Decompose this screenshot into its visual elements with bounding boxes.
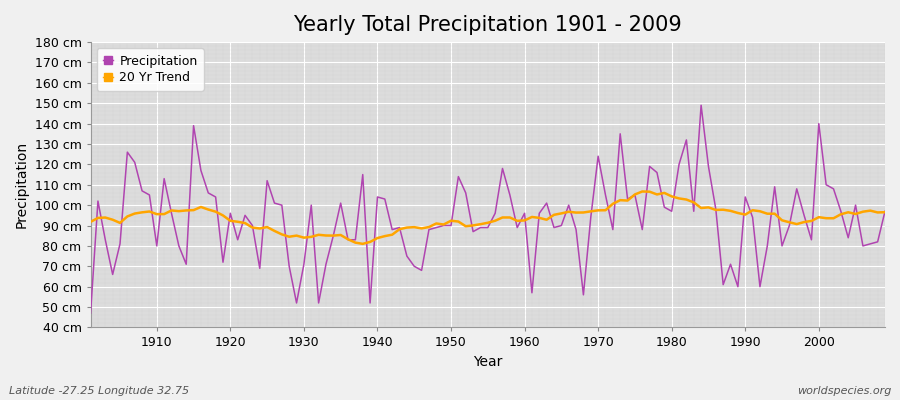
Legend: Precipitation, 20 Yr Trend: Precipitation, 20 Yr Trend [97,48,203,91]
X-axis label: Year: Year [473,355,502,369]
Title: Yearly Total Precipitation 1901 - 2009: Yearly Total Precipitation 1901 - 2009 [293,15,682,35]
Text: worldspecies.org: worldspecies.org [796,386,891,396]
Text: Latitude -27.25 Longitude 32.75: Latitude -27.25 Longitude 32.75 [9,386,189,396]
Y-axis label: Precipitation: Precipitation [15,141,29,228]
